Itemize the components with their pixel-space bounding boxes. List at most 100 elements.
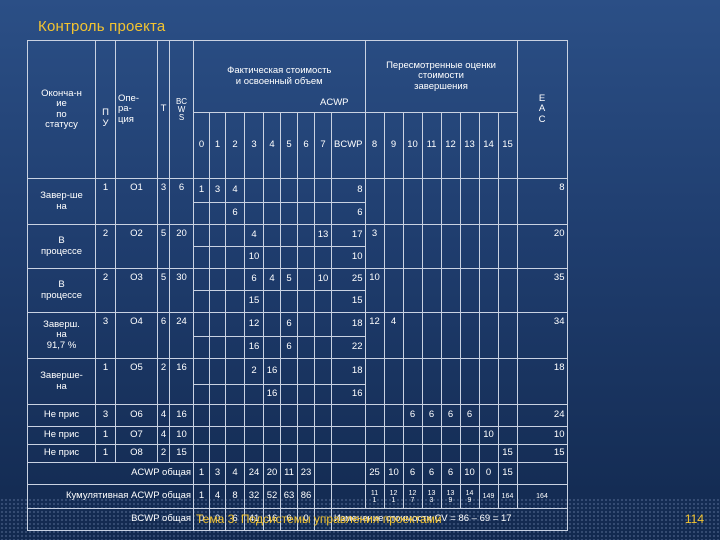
acwp-cell: [263, 312, 281, 337]
revised-cell: [459, 268, 480, 313]
revised-cell: [402, 358, 423, 405]
bcwp-cell: 16: [331, 384, 366, 405]
earned-cell: [193, 336, 210, 359]
revised-cell: [459, 312, 480, 359]
acwp-total-cell: 6: [440, 462, 461, 485]
empty-cell: [280, 426, 298, 445]
header-eac: E A C: [516, 40, 568, 179]
empty-cell: [331, 444, 366, 463]
acwp-cell: [225, 312, 245, 337]
acwp-total-cell: 6: [402, 462, 423, 485]
task-pu: 1: [95, 426, 116, 445]
bcwp-total-cell: [314, 508, 332, 531]
acwp-cell: [209, 268, 226, 291]
task-row: Заверше- на 1 O5 2 16 2 16 18 18: [27, 358, 568, 405]
period-row: 0 1 2 3 4 5 6 7 BCWP 8 9 10 11 12 13 14 15: [28, 112, 568, 179]
empty-cell: [244, 426, 264, 445]
task-row: Заверш. на 91,7 % 3 O4 6 24 12 6 18 12 4 34: [27, 312, 568, 359]
task-subrow: 16 16: [28, 384, 568, 405]
task-duration: 3: [157, 178, 170, 225]
acwp-cell: 2: [244, 358, 264, 385]
eac-cell: 34: [516, 312, 568, 359]
task-pu: 3: [95, 404, 116, 427]
task-operation: O1: [115, 178, 158, 225]
acwp-cell: 4: [244, 224, 264, 247]
acwp-cell: [209, 358, 226, 385]
earned-cell: [314, 336, 332, 359]
task-bcws: 10: [169, 426, 194, 445]
earned-cell: [209, 246, 226, 269]
header-actual-cost: Фактическая стоимость и освоенный объем A…: [193, 40, 366, 113]
project-control-table: Оконча-н ие по статусу П У Опе- ра- ция Т BC…: [27, 40, 568, 531]
revised-cell: [440, 178, 461, 225]
task-status: Не прис: [27, 404, 96, 427]
task-pu: 2: [95, 224, 116, 269]
cost-variance-text: Изменение стоимости CV = 86 – 69 = 17: [331, 508, 568, 531]
task-operation: O6: [115, 404, 158, 427]
acwp-cell: 3: [209, 178, 226, 203]
task-pu: 1: [95, 178, 116, 225]
empty-cell: [193, 444, 210, 463]
revised-cell: [440, 268, 461, 313]
task-status: Заверш. на 91,7 %: [27, 312, 96, 359]
earned-cell: 16: [244, 336, 264, 359]
header-status: Оконча-н ие по статусу: [27, 40, 96, 179]
period-label: 11: [421, 112, 442, 179]
revised-cell: [440, 358, 461, 405]
empty-cell: [193, 404, 210, 427]
revised-cell: 10: [364, 268, 385, 313]
acwp-cell: [314, 178, 332, 203]
task-status: Не прис: [27, 444, 96, 463]
earned-cell: 6: [225, 202, 245, 225]
bcwp-cell: 18: [331, 358, 366, 385]
period-label: 2: [225, 112, 245, 179]
revised-cell: [402, 312, 423, 359]
empty-cell: [263, 426, 281, 445]
earned-cell: [297, 246, 315, 269]
cumulative-cell: 14 9: [459, 484, 480, 509]
earned-cell: [297, 336, 315, 359]
acwp-total-cell: [314, 462, 332, 485]
bcwp-cell: 17: [331, 224, 366, 247]
acwp-total-cell: 25: [364, 462, 385, 485]
revised-cell: 10: [478, 426, 499, 445]
cumulative-cell: 8: [225, 484, 245, 509]
task-operation: O8: [115, 444, 158, 463]
cumulative-cell: 12 1: [383, 484, 404, 509]
task-pu: 1: [95, 358, 116, 405]
cumulative-cell: 164: [497, 484, 518, 509]
task-bcws: 24: [169, 312, 194, 359]
eac-cell: 10: [516, 426, 568, 445]
task-bcws: 15: [169, 444, 194, 463]
acwp-cell: [280, 224, 298, 247]
period-label: 8: [364, 112, 385, 179]
revised-cell: 6: [421, 404, 442, 427]
task-operation: O3: [115, 268, 158, 313]
page-title: Контроль проекта: [38, 18, 166, 35]
revised-cell: [440, 426, 461, 445]
period-label: 13: [459, 112, 480, 179]
header-pu: П У: [95, 40, 116, 179]
revised-cell: [478, 268, 499, 313]
period-label: 10: [402, 112, 423, 179]
not-started-row: Не прис 1 O8 2 15 15 15: [27, 444, 568, 463]
acwp-cell: 1: [193, 178, 210, 203]
task-bcws: 30: [169, 268, 194, 313]
acwp-cell: 5: [280, 268, 298, 291]
revised-cell: [364, 178, 385, 225]
empty-cell: [225, 444, 245, 463]
revised-cell: [364, 426, 385, 445]
bcwp-cell: 25: [331, 268, 366, 291]
empty-cell: [297, 426, 315, 445]
acwp-total-cell: 24: [244, 462, 264, 485]
revised-cell: [402, 224, 423, 269]
revised-cell: [497, 268, 518, 313]
acwp-total-cell: 15: [497, 462, 518, 485]
earned-cell: [209, 384, 226, 405]
revised-cell: [478, 404, 499, 427]
empty-cell: [314, 426, 332, 445]
revised-cell: [421, 178, 442, 225]
revised-cell: [459, 224, 480, 269]
acwp-cell: [225, 268, 245, 291]
earned-cell: [280, 290, 298, 313]
